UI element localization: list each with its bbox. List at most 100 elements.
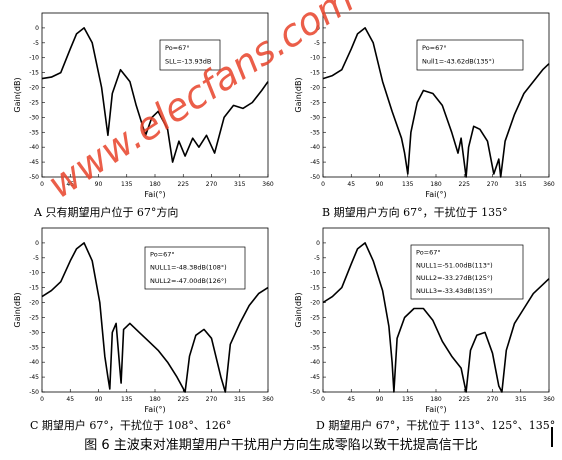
y-tick-label: -40 — [29, 144, 39, 151]
x-tick-label: 270 — [206, 181, 218, 188]
caption-b: B 期望用户方向 67°，干扰位于 135° — [322, 206, 508, 219]
panel-b: 0 -5 -10 -15 -20 -25 -30 -35 -40 -45 -50 0 45 90 135 18… — [281, 0, 562, 210]
y-tick-label: -50 — [310, 389, 320, 396]
panel-c: 0 -5 -10 -15 -20 -25 -30 -35 -40 -45 -50 0 45 90 135 18… — [0, 215, 281, 425]
x-tick-label: 0 — [40, 396, 44, 403]
gain-curve — [322, 242, 550, 393]
y-tick-label: -20 — [310, 300, 320, 307]
x-tick-label: 135 — [121, 396, 133, 403]
x-tick-label: 90 — [376, 396, 384, 403]
panel-a: 0 -5 -10 -15 -20 -25 -30 -35 -40 -45 -50 0 45 90 135 18… — [0, 0, 281, 210]
y-tick-label: -30 — [310, 114, 320, 121]
annotation-text: SLL=-13.93dB — [165, 57, 211, 65]
y-tick-label: -15 — [310, 285, 320, 292]
y-tick-label: -35 — [29, 344, 39, 351]
y-tick-label: -5 — [314, 255, 320, 262]
x-tick-label: 135 — [121, 181, 133, 188]
y-tick-label: -15 — [29, 285, 39, 292]
y-tick-label: -45 — [29, 159, 39, 166]
x-tick-label: 270 — [487, 396, 499, 403]
x-tick-label: 270 — [487, 181, 499, 188]
y-tick-label: -20 — [29, 85, 39, 92]
y-axis-label: Gain(dB) — [13, 292, 22, 327]
x-tick-label: 90 — [95, 396, 103, 403]
x-axis-label: Fai(°) — [144, 405, 165, 414]
figure-caption: 图 6 主波束对准期望用户干扰用户方向生成零陷以致干扰提高信干比 — [84, 438, 478, 453]
y-tick-label: -50 — [29, 174, 39, 181]
y-tick-label: -40 — [310, 359, 320, 366]
gain-curve — [41, 27, 269, 163]
annotation-text: Po=67° — [150, 251, 175, 259]
plot-frame — [322, 12, 550, 178]
y-tick-label: -30 — [29, 114, 39, 121]
x-axis-label: Fai(°) — [425, 405, 446, 414]
x-tick-label: 225 — [459, 396, 471, 403]
y-tick-label: 0 — [35, 240, 39, 247]
annotation-text: Po=67° — [422, 44, 447, 52]
x-axis-label: Fai(°) — [144, 190, 165, 199]
x-tick-label: 315 — [515, 396, 527, 403]
y-tick-label: -5 — [33, 40, 39, 47]
gain-curve — [322, 27, 550, 178]
x-tick-label: 360 — [543, 396, 555, 403]
annotation-box — [416, 39, 524, 71]
y-tick-label: -25 — [29, 314, 39, 321]
y-tick-label: -30 — [29, 329, 39, 336]
x-tick-label: 90 — [376, 181, 384, 188]
y-tick-label: -25 — [310, 99, 320, 106]
chart-b: 0-5-10-15-20-25-30-35-40-45-500 45 90 135 18… — [294, 12, 555, 199]
chart-d: 0-5-10-15-20-25-30-35-40-45-500 45 90 135 18… — [294, 227, 555, 414]
annotation-text: Po=67° — [165, 44, 190, 52]
panel-d: 0 -5 -10 -15 -20 -25 -30 -35 -40 -45 -50 0 45 90 135 18… — [281, 215, 562, 425]
chart-a: 0-5-10-15-20-25-30-35-40-45-500 45 90 135 18… — [13, 12, 274, 199]
annotation-text: NULL1=-48.38dB(108°) — [150, 264, 227, 272]
y-axis-label: Gain(dB) — [294, 77, 303, 112]
y-tick-label: -25 — [310, 314, 320, 321]
y-tick-label: -35 — [310, 129, 320, 136]
x-tick-label: 0 — [40, 181, 44, 188]
y-tick-label: 0 — [35, 25, 39, 32]
caption-d: D 期望用户 67°，干扰位于 113°、125°、135° — [316, 419, 556, 432]
y-tick-label: -5 — [314, 40, 320, 47]
y-tick-label: -45 — [310, 159, 320, 166]
y-tick-label: -25 — [29, 99, 39, 106]
x-tick-label: 360 — [262, 181, 274, 188]
y-tick-label: -50 — [310, 174, 320, 181]
y-tick-label: -40 — [310, 144, 320, 151]
annotation-text: Null1=-43.62dB(135°) — [422, 57, 494, 65]
x-axis-label: Fai(°) — [425, 190, 446, 199]
x-tick-label: 225 — [178, 396, 190, 403]
x-tick-label: 45 — [347, 396, 355, 403]
y-tick-label: -45 — [29, 374, 39, 381]
y-tick-label: -15 — [310, 70, 320, 77]
y-tick-label: -40 — [29, 359, 39, 366]
y-tick-label: -20 — [310, 85, 320, 92]
x-tick-label: 225 — [459, 181, 471, 188]
x-tick-label: 315 — [234, 181, 246, 188]
x-tick-label: 45 — [66, 181, 74, 188]
y-axis-label: Gain(dB) — [13, 77, 22, 112]
y-tick-label: -20 — [29, 300, 39, 307]
x-tick-label: 0 — [321, 396, 325, 403]
y-tick-label: 0 — [316, 25, 320, 32]
y-tick-label: -50 — [29, 389, 39, 396]
caption-c: C 期望用户 67°，干扰位于 108°、126° — [30, 419, 232, 432]
x-tick-label: 315 — [234, 396, 246, 403]
x-tick-label: 360 — [543, 181, 555, 188]
annotation-text: Po=67° — [416, 248, 441, 256]
gain-curve — [41, 242, 269, 393]
x-tick-label: 45 — [66, 396, 74, 403]
caption-a: A 只有期望用户位于 67°方向 — [34, 206, 179, 219]
x-tick-label: 180 — [149, 396, 161, 403]
y-tick-label: -10 — [29, 270, 39, 277]
y-axis-label: Gain(dB) — [294, 292, 303, 327]
y-tick-label: -15 — [29, 70, 39, 77]
x-tick-label: 315 — [515, 181, 527, 188]
annotation-box — [144, 246, 246, 290]
y-tick-label: 0 — [316, 240, 320, 247]
y-tick-label: -5 — [33, 255, 39, 262]
x-tick-label: 90 — [95, 181, 103, 188]
annotation-text: NULL3=-33.43dB(135°) — [416, 287, 493, 295]
x-tick-label: 135 — [402, 396, 414, 403]
annotation-box — [410, 244, 524, 300]
